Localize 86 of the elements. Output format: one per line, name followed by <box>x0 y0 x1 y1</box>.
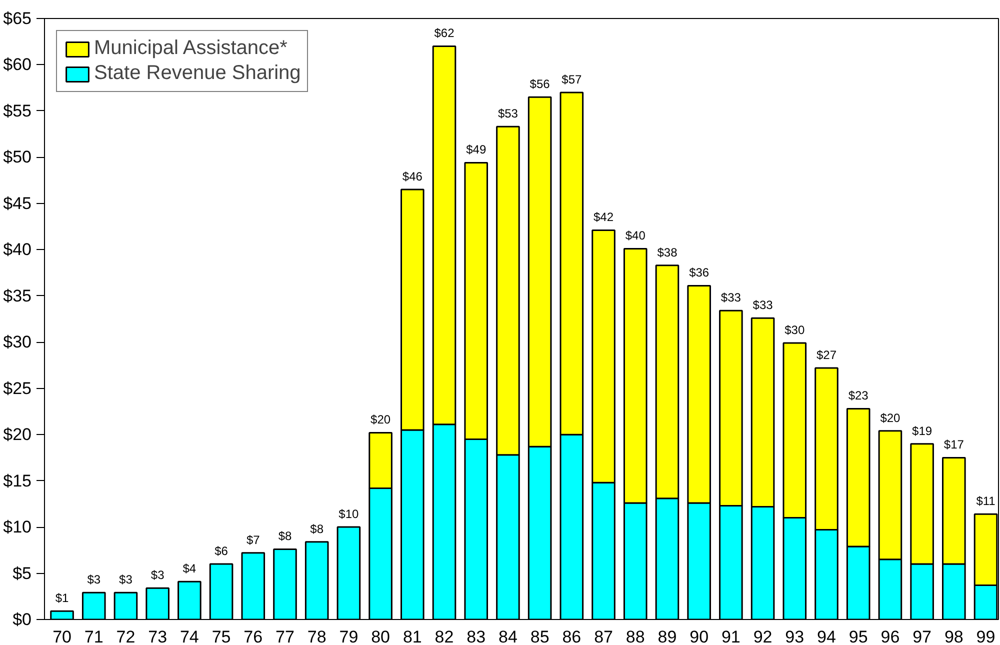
y-tick-label: $40 <box>3 240 32 260</box>
y-tick-label: $55 <box>3 101 32 120</box>
x-tick-label: 81 <box>402 628 422 645</box>
bar <box>114 592 138 620</box>
x-tick-label: 94 <box>817 628 836 645</box>
x-tick-label: 80 <box>371 628 390 645</box>
x-tick-label: 76 <box>244 628 263 645</box>
x-tick-label: 99 <box>976 628 996 645</box>
x-tick-label: 82 <box>434 628 454 645</box>
total-label: $56 <box>530 77 550 92</box>
y-tick-label: $65 <box>3 9 32 28</box>
y-tick-label: $60 <box>3 55 32 74</box>
y-tick-label: $10 <box>3 518 32 537</box>
x-tick-label: 75 <box>212 628 231 645</box>
total-label: $46 <box>402 170 423 184</box>
x-tick-label: 97 <box>912 628 932 645</box>
x-tick-label: 72 <box>116 628 136 645</box>
bar <box>146 587 170 620</box>
y-tick-label: $5 <box>12 564 32 583</box>
bar <box>50 610 74 620</box>
total-label: $11 <box>976 494 996 508</box>
total-label: $6 <box>214 544 228 558</box>
y-tick-label: $30 <box>3 332 32 352</box>
x-tick-label: 74 <box>180 628 199 645</box>
bar <box>209 563 234 620</box>
x-tick-label: 85 <box>530 628 550 645</box>
total-label: $40 <box>625 228 646 243</box>
x-tick-label: 83 <box>466 628 486 645</box>
legend-label: Municipal Assistance* <box>94 37 288 60</box>
x-tick-label: 71 <box>84 628 104 645</box>
total-label: $7 <box>246 532 260 547</box>
total-label: $27 <box>816 348 837 362</box>
total-label: $62 <box>434 26 455 40</box>
total-label: $23 <box>848 388 869 403</box>
bar <box>241 552 266 620</box>
x-tick-label: 79 <box>339 628 358 645</box>
x-tick-label: 95 <box>848 628 868 645</box>
bar <box>82 592 106 620</box>
legend-label: State Revenue Sharing <box>94 62 301 85</box>
x-tick-label: 96 <box>880 628 900 645</box>
bar <box>273 548 297 620</box>
total-label: $10 <box>338 507 360 522</box>
x-tick-label: 92 <box>753 628 772 645</box>
bar <box>304 541 329 620</box>
total-label: $17 <box>944 438 964 452</box>
total-label: $53 <box>498 106 518 121</box>
x-tick-label: 73 <box>148 628 168 645</box>
y-tick-label: $15 <box>3 471 32 490</box>
x-tick-label: 89 <box>658 628 677 645</box>
y-tick-label: $0 <box>12 610 32 629</box>
x-tick-label: 93 <box>785 628 804 645</box>
total-label: $38 <box>657 245 678 260</box>
total-label: $33 <box>720 290 742 305</box>
total-label: $8 <box>278 529 292 544</box>
bar <box>336 526 361 620</box>
y-tick-label: $45 <box>3 194 32 213</box>
x-tick-label: 86 <box>562 628 582 645</box>
total-label: $49 <box>466 142 486 157</box>
x-tick-label: 91 <box>721 628 740 645</box>
x-tick-label: 78 <box>307 628 326 645</box>
total-label: $42 <box>594 210 614 224</box>
total-label: $57 <box>562 72 582 86</box>
total-label: $4 <box>182 562 196 576</box>
total-label: $33 <box>752 298 774 312</box>
x-tick-label: 87 <box>594 628 613 645</box>
x-tick-label: 88 <box>626 628 645 645</box>
total-label: $30 <box>784 323 805 338</box>
total-label: $3 <box>150 568 165 582</box>
total-label: $3 <box>87 572 101 587</box>
total-label: $19 <box>912 424 932 438</box>
y-tick-label: $50 <box>3 148 32 167</box>
total-label: $1 <box>55 591 70 606</box>
y-tick-label: $25 <box>3 378 32 398</box>
y-tick-label: $20 <box>3 425 32 444</box>
x-tick-label: 90 <box>690 628 709 645</box>
bar <box>178 580 202 620</box>
total-label: $36 <box>689 266 710 280</box>
x-tick-label: 70 <box>52 628 72 645</box>
total-label: $3 <box>119 572 133 587</box>
total-label: $20 <box>880 410 901 425</box>
x-tick-label: 77 <box>276 628 294 645</box>
total-label: $20 <box>370 412 391 427</box>
x-tick-label: 98 <box>944 628 964 645</box>
y-tick-label: $35 <box>3 286 32 306</box>
total-label: $8 <box>310 522 324 536</box>
x-tick-label: 84 <box>498 628 518 645</box>
